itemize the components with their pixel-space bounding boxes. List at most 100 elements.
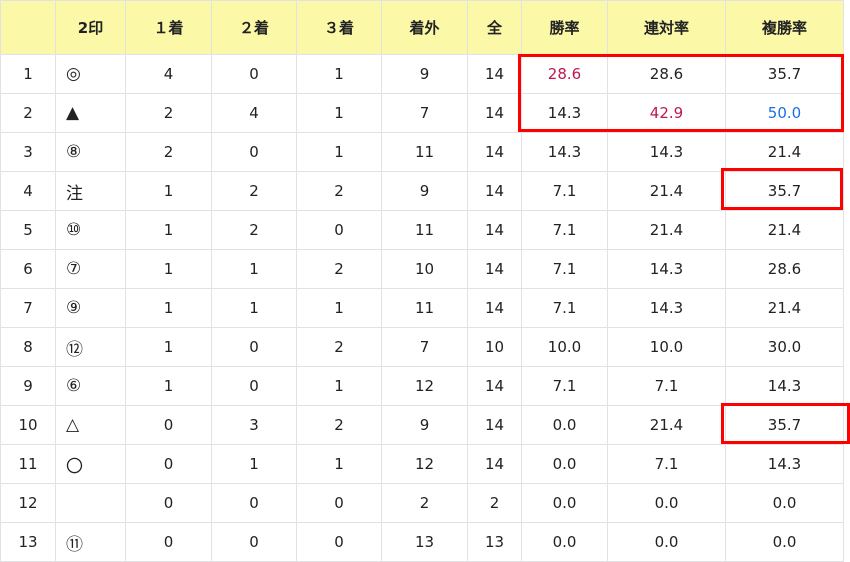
table-cell: 10	[0, 405, 56, 445]
table-cell: 7.1	[607, 366, 726, 406]
table-cell: 0	[296, 210, 382, 250]
table-cell: 28.6	[725, 249, 844, 289]
table-cell: 1	[125, 171, 212, 211]
header-row: 2印 １着 ２着 ３着 着外全勝率 連対率 複勝率	[0, 0, 844, 55]
table-cell: 10.0	[607, 327, 726, 367]
table-cell: 11	[0, 444, 56, 484]
mark-cell: ⑨	[55, 288, 126, 328]
table-cell: 21.4	[607, 171, 726, 211]
table-cell: 2	[467, 483, 522, 523]
table-cell: 14	[467, 366, 522, 406]
table-row: 2 ▲ 2 4 1 7 14 14.3 42.9 50.0	[0, 93, 844, 133]
table-cell: 2	[211, 171, 297, 211]
table-cell: 7.1	[521, 171, 608, 211]
table-row: 4 注 1 2 2 9 14 7.1 21.4 35.7	[0, 171, 844, 211]
table-cell: 3	[0, 132, 56, 172]
table-cell: 13	[381, 522, 468, 562]
table-cell: 0	[211, 327, 297, 367]
table-cell: 9	[381, 54, 468, 94]
table-cell: 0.0	[521, 405, 608, 445]
table-cell: 7	[381, 93, 468, 133]
table-cell: 10	[381, 249, 468, 289]
table-cell: 1	[125, 288, 212, 328]
table-cell: 14	[467, 288, 522, 328]
table-cell: 9	[381, 171, 468, 211]
table-cell: 0.0	[521, 483, 608, 523]
table-cell: 30.0	[725, 327, 844, 367]
table-cell: 28.6	[521, 54, 608, 94]
table-cell: 0	[296, 483, 382, 523]
table-cell: 1	[296, 444, 382, 484]
table-cell: 1	[296, 132, 382, 172]
table-cell: 1	[125, 366, 212, 406]
table-row: 11 〇 0 1 1 12 14 0.0 7.1 14.3	[0, 444, 844, 484]
table-cell: 14	[467, 444, 522, 484]
table-cell: 14.3	[607, 132, 726, 172]
table-cell: 1	[211, 288, 297, 328]
table-cell: 0	[125, 483, 212, 523]
table-cell: 21.4	[607, 405, 726, 445]
mark-cell: 〇	[55, 444, 126, 484]
table-cell: 2	[296, 171, 382, 211]
table-cell: 12	[381, 444, 468, 484]
table-row: 10 △ 0 3 2 9 14 0.0 21.4 35.7	[0, 405, 844, 445]
table-cell: 9	[0, 366, 56, 406]
table-cell: 0	[211, 132, 297, 172]
table-cell: 1	[296, 54, 382, 94]
table-cell: 0	[125, 444, 212, 484]
table-row: 1 ◎ 4 0 1 9 14 28.6 28.6 35.7	[0, 54, 844, 94]
table-cell: 14.3	[725, 444, 844, 484]
column-header: 着外	[381, 0, 468, 55]
mark-cell: ◎	[55, 54, 126, 94]
table-cell: 2	[0, 93, 56, 133]
table-cell: 0.0	[725, 522, 844, 562]
table-row: 9 ⑥ 1 0 1 12 14 7.1 7.1 14.3	[0, 366, 844, 406]
mark-cell: ⑥	[55, 366, 126, 406]
table-cell: 0	[211, 366, 297, 406]
column-header: １着	[125, 0, 212, 55]
table-cell: 14	[467, 249, 522, 289]
table-cell: 7	[0, 288, 56, 328]
table-cell: 35.7	[725, 405, 844, 445]
table-cell: 7.1	[521, 249, 608, 289]
mark-cell: ⑩	[55, 210, 126, 250]
table-cell: 9	[381, 405, 468, 445]
table-cell: 14	[467, 210, 522, 250]
table-cell: 4	[0, 171, 56, 211]
table-cell: 2	[296, 405, 382, 445]
column-header: 勝率	[521, 0, 608, 55]
table-cell: 14	[467, 132, 522, 172]
table-cell: 1	[296, 288, 382, 328]
table-cell: 14.3	[521, 93, 608, 133]
table-cell: 4	[211, 93, 297, 133]
column-header: ３着	[296, 0, 382, 55]
table-cell: 10	[467, 327, 522, 367]
table-cell: 21.4	[607, 210, 726, 250]
table-cell: 8	[0, 327, 56, 367]
table-cell: 6	[0, 249, 56, 289]
table-cell: 35.7	[725, 171, 844, 211]
table-cell: 7	[381, 327, 468, 367]
mark-cell: ▲	[55, 93, 126, 133]
table-cell: 1	[125, 210, 212, 250]
table-cell: 12	[0, 483, 56, 523]
table-cell: 42.9	[607, 93, 726, 133]
table-cell: 28.6	[607, 54, 726, 94]
mark-cell: ⑫	[55, 327, 126, 367]
table-cell: 7.1	[521, 210, 608, 250]
mark-cell: ⑦	[55, 249, 126, 289]
table-cell: 3	[211, 405, 297, 445]
table-cell: 1	[211, 249, 297, 289]
column-header: 2印	[55, 0, 126, 55]
table-cell: 1	[296, 93, 382, 133]
table-cell: 2	[125, 93, 212, 133]
table-row: 7 ⑨ 1 1 1 11 14 7.1 14.3 21.4	[0, 288, 844, 328]
table-cell: 13	[0, 522, 56, 562]
mark-cell: 注	[55, 171, 126, 211]
column-header: 連対率	[607, 0, 726, 55]
table-cell: 50.0	[725, 93, 844, 133]
table-cell: 7.1	[521, 288, 608, 328]
table-cell: 1	[296, 366, 382, 406]
table-cell: 2	[211, 210, 297, 250]
